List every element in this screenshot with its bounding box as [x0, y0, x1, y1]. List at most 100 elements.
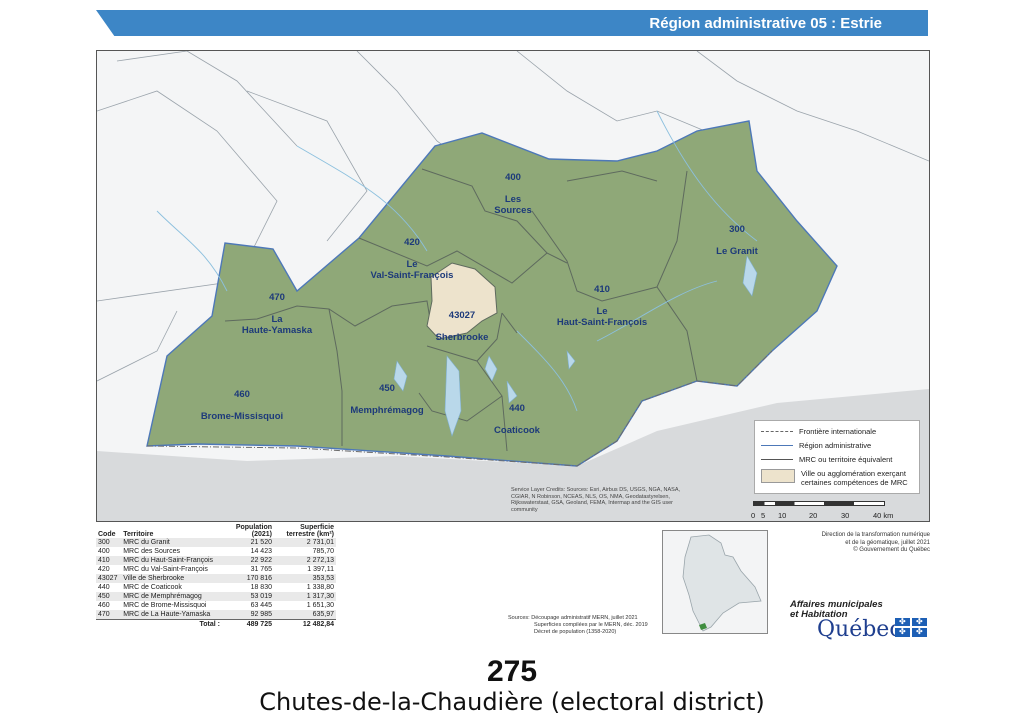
cell-code: 300 [96, 538, 122, 547]
cell-superficie: 1 338,80 [306, 584, 334, 591]
mrc-code: 43027 [448, 310, 476, 321]
table-row: 470 MRC de La Haute-Yamaska 92 985 635,97 [96, 610, 336, 620]
legend-item-border: Frontière internationale [761, 427, 876, 436]
cell-code: 400 [98, 548, 110, 555]
cell-territoire: MRC du Haut-Saint-François [121, 556, 222, 565]
table-row: 400 MRC des Sources 14 423 785,70 [96, 547, 336, 556]
legend-item-city: Ville ou agglomération exerçant certaine… [761, 469, 919, 487]
surrounding-boundaries [97, 51, 929, 382]
cell-superficie: 1 397,11 [307, 566, 334, 573]
legend-item-region: Région administrative [761, 441, 871, 450]
cell-territoire: MRC des Sources [123, 548, 180, 555]
cell-population: 92 985 [222, 610, 274, 620]
cell-population: 18 830 [250, 584, 272, 591]
mrc-name: Les Sources [494, 194, 532, 216]
mrc-label-420: 420 Le Val-Saint-François [352, 226, 472, 292]
map-frame: 400 Les Sources 420 Le Val-Saint-Françoi… [96, 50, 930, 522]
table-row: 410 MRC du Haut-Saint-François 22 922 2 272… [96, 556, 336, 565]
scale-bar: 0 5 10 20 30 40 km [749, 501, 909, 521]
cell-superficie: 353,53 [274, 574, 336, 583]
rivers [156, 110, 758, 412]
cell-population: 63 445 [250, 602, 272, 609]
ministry-name: Affaires municipales et Habitation [790, 599, 883, 620]
map-legend: Frontière internationale Région administ… [754, 420, 920, 494]
mrc-name: Memphrémagog [350, 405, 424, 416]
mrc-code: 450 [379, 383, 395, 394]
mrc-code: 420 [404, 237, 420, 248]
mrc-label-460: 460 Brome-Missisquoi [182, 378, 302, 433]
cell-territoire: MRC du Val-Saint-François [123, 566, 208, 573]
cell-population: 14 423 [250, 548, 272, 555]
cell-territoire: MRC de La Haute-Yamaska [121, 610, 222, 620]
cell-code: 43027 [96, 574, 122, 583]
caption: Chutes-de-la-Chaudière (electoral distri… [259, 688, 765, 716]
quebec-logo-text: Québec [817, 617, 902, 642]
table-row: 300 MRC du Granit 21 520 2 731,01 [96, 538, 336, 547]
cell-population: 170 816 [222, 574, 274, 583]
cell-territoire: MRC de Memphrémagog [121, 592, 222, 601]
header-band: Région administrative 05 : Estrie [96, 10, 928, 36]
table-total-row: Total : 489 725 12 482,84 [96, 619, 336, 629]
cell-territoire: MRC de Brome-Missisquoi [123, 602, 207, 609]
cell-code: 420 [98, 566, 110, 573]
cell-code: 450 [96, 592, 122, 601]
cell-code: 470 [96, 610, 122, 620]
mrc-label-470: 470 La Haute-Yamaska [227, 281, 327, 347]
mrc-code: 460 [234, 389, 250, 400]
cell-superficie: 635,97 [274, 610, 336, 620]
cell-code: 440 [98, 584, 110, 591]
quebec-flag-icon: ✤ ✤ ✤ ✤ [895, 618, 927, 637]
table-row: 43027 Ville de Sherbrooke 170 816 353,53 [96, 574, 336, 583]
cell-population: 22 922 [222, 556, 274, 565]
table-row: 420 MRC du Val-Saint-François 31 765 1 397,… [96, 565, 336, 574]
mrc-label-400: 400 Les Sources [483, 161, 543, 227]
col-code: Code [98, 531, 116, 538]
mrc-name: Le Haut-Saint-François [556, 306, 648, 328]
cell-territoire: Ville de Sherbrooke [121, 574, 222, 583]
mrc-boundaries [224, 168, 698, 452]
col-population: Population (2021) [235, 524, 272, 538]
us-land [97, 389, 929, 521]
region-map [97, 51, 929, 521]
population-table: Code Territoire Population (2021) Superf… [96, 524, 336, 629]
mrc-name: Brome-Missisquoi [200, 411, 284, 422]
mrc-name: Le Val-Saint-François [370, 259, 454, 281]
cell-superficie: 1 317,30 [274, 592, 336, 601]
cell-population: 53 019 [222, 592, 274, 601]
table-row: 450 MRC de Memphrémagog 53 019 1 317,30 [96, 592, 336, 601]
mrc-name: La Haute-Yamaska [241, 314, 313, 336]
mrc-name: Coaticook [494, 425, 540, 436]
table-row: 460 MRC de Brome-Missisquoi 63 445 1 651,30 [96, 601, 336, 610]
source-note: Sources: Découpage administratif MERN, j… [508, 615, 648, 635]
mrc-label-300: 300 Le Granit [697, 213, 777, 268]
cell-superficie: 2 272,13 [274, 556, 336, 565]
page-number: 275 [486, 655, 538, 688]
mrc-label-410: 410 Le Haut-Saint-François [542, 273, 662, 339]
quebec-inset-map [662, 530, 768, 634]
mrc-label-440: 440 Coaticook [477, 392, 557, 447]
cell-superficie: 785,70 [312, 548, 334, 555]
table-row: 440 MRC de Coaticook 18 830 1 338,80 [96, 583, 336, 592]
mrc-code: 440 [509, 403, 525, 414]
col-territoire: Territoire [123, 531, 154, 538]
mrc-label-43027: 43027 Sherbrooke [417, 299, 507, 354]
table-header-row: Code Territoire Population (2021) Superf… [96, 524, 336, 538]
cell-territoire: MRC de Coaticook [123, 584, 182, 591]
col-superficie: Superficie terrestre (km²) [286, 524, 334, 538]
mrc-code: 470 [269, 292, 285, 303]
cell-population: 21 520 [222, 538, 274, 547]
service-credits: Service Layer Credits: Sources: Esri, Ai… [511, 487, 681, 513]
cell-superficie: 1 651,30 [306, 602, 334, 609]
international-border [146, 350, 773, 467]
mrc-code: 410 [594, 284, 610, 295]
cell-superficie: 2 731,01 [274, 538, 336, 547]
mrc-label-450: 450 Memphrémagog [332, 372, 442, 427]
mrc-code: 400 [505, 172, 521, 183]
quebec-outline [682, 534, 762, 632]
cell-territoire: MRC du Granit [121, 538, 222, 547]
direction-note: Direction de la transformation numérique… [821, 532, 930, 553]
sherbrooke-area [426, 262, 498, 340]
cell-population: 31 765 [250, 566, 272, 573]
lakes [393, 255, 758, 437]
cell-code: 410 [96, 556, 122, 565]
